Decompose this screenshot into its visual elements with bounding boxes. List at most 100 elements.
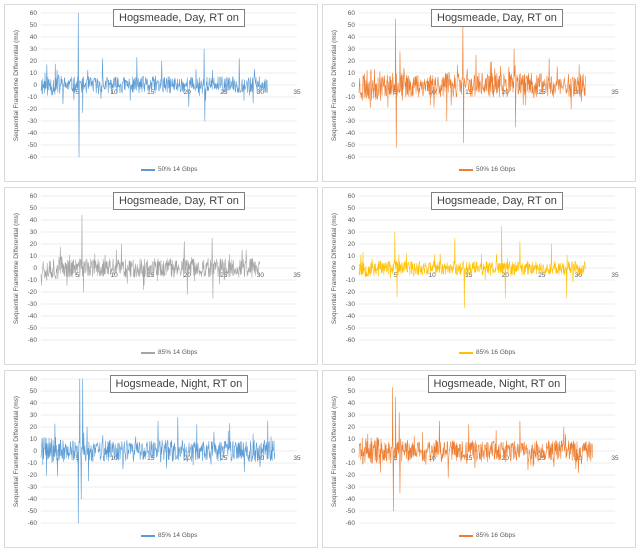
chart-panel: 60 50 40 30 20 10 0 -10 -20 -30 -40 -50 -60 5 10 15 20 25… (322, 4, 636, 182)
y-tick-label: 30 (348, 412, 356, 419)
x-tick-label: 30 (575, 89, 583, 96)
y-tick-label: 0 (33, 82, 37, 89)
chart-title: Hogsmeade, Day, RT on (113, 9, 245, 27)
chart-title: Hogsmeade, Night, RT on (109, 375, 249, 393)
series-line (358, 225, 586, 308)
x-tick-label: 25 (538, 455, 546, 462)
y-tick-label: 60 (30, 376, 38, 383)
y-tick-label: -50 (346, 142, 356, 149)
series-line (358, 18, 586, 148)
chart-legend: 85% 16 Gbps (459, 349, 515, 356)
chart-legend: 85% 14 Gbps (141, 349, 197, 356)
y-tick-label: 60 (348, 376, 356, 383)
y-tick-label: -30 (28, 301, 38, 308)
x-tick-label: 35 (611, 272, 619, 279)
chart-title: Hogsmeade, Day, RT on (431, 192, 563, 210)
y-axis-label: Sequential Frametime Differential (ms) (13, 212, 21, 324)
x-tick-label: 10 (429, 272, 437, 279)
y-tick-label: 10 (348, 253, 356, 260)
y-axis-label: Sequential Frametime Differential (ms) (13, 29, 21, 141)
x-tick-label: 35 (611, 455, 619, 462)
chart-legend: 50% 16 Gbps (459, 166, 515, 173)
legend-swatch (141, 534, 155, 537)
x-tick-label: 10 (111, 455, 119, 462)
legend-swatch (459, 534, 473, 537)
x-tick-label: 15 (147, 89, 155, 96)
y-tick-label: 20 (348, 424, 356, 431)
legend-label: 50% 16 Gbps (476, 166, 516, 173)
x-tick-label: 35 (293, 455, 301, 462)
y-tick-label: -20 (28, 289, 38, 296)
legend-label: 50% 14 Gbps (158, 166, 198, 173)
y-tick-label: -30 (346, 118, 356, 125)
y-tick-label: 50 (348, 22, 356, 29)
legend-swatch (459, 351, 473, 354)
x-tick-label: 10 (429, 455, 437, 462)
y-tick-label: 20 (30, 241, 38, 248)
y-tick-label: 10 (30, 253, 38, 260)
y-tick-label: 20 (30, 58, 38, 65)
x-tick-label: 5 (76, 89, 80, 96)
y-tick-label: -20 (346, 106, 356, 113)
y-tick-label: 10 (348, 70, 356, 77)
y-tick-label: -40 (28, 496, 38, 503)
x-tick-label: 35 (293, 89, 301, 96)
legend-label: 85% 14 Gbps (158, 349, 198, 356)
y-tick-label: -60 (346, 154, 356, 161)
y-tick-label: 50 (348, 205, 356, 212)
y-tick-label: -20 (28, 472, 38, 479)
series-line (40, 378, 275, 524)
legend-swatch (141, 351, 155, 354)
y-axis-label: Sequential Frametime Differential (ms) (13, 395, 21, 507)
chart-title: Hogsmeade, Day, RT on (113, 192, 245, 210)
y-tick-label: -20 (28, 106, 38, 113)
y-tick-label: 0 (351, 448, 355, 455)
y-tick-label: -30 (346, 484, 356, 491)
y-tick-label: 40 (348, 34, 356, 41)
x-tick-label: 15 (147, 455, 155, 462)
y-tick-label: 40 (30, 217, 38, 224)
x-tick-label: 5 (76, 272, 80, 279)
y-tick-label: 50 (30, 205, 38, 212)
y-tick-label: 20 (348, 241, 356, 248)
x-tick-label: 30 (257, 272, 265, 279)
y-tick-label: -10 (346, 277, 356, 284)
y-tick-label: 0 (351, 82, 355, 89)
y-tick-label: -40 (346, 496, 356, 503)
x-tick-label: 30 (257, 89, 265, 96)
y-tick-label: 50 (30, 388, 38, 395)
legend-label: 85% 16 Gbps (476, 532, 516, 539)
y-tick-label: 40 (30, 400, 38, 407)
y-tick-label: 10 (348, 436, 356, 443)
y-tick-label: 40 (348, 217, 356, 224)
y-tick-label: -60 (28, 154, 38, 161)
y-tick-label: -20 (346, 472, 356, 479)
chart-panel: 60 50 40 30 20 10 0 -10 -20 -30 -40 -50 -60 5 10 15 20 25… (4, 4, 318, 182)
y-tick-label: 40 (348, 400, 356, 407)
y-tick-label: -60 (346, 337, 356, 344)
y-tick-label: 0 (33, 265, 37, 272)
x-tick-label: 15 (465, 89, 473, 96)
x-tick-label: 25 (220, 455, 228, 462)
x-tick-label: 10 (111, 89, 119, 96)
y-tick-label: -40 (28, 313, 38, 320)
y-tick-label: 60 (348, 193, 356, 200)
y-tick-label: -50 (346, 508, 356, 515)
x-tick-label: 5 (394, 272, 398, 279)
y-tick-label: 10 (30, 436, 38, 443)
y-tick-label: 50 (348, 388, 356, 395)
series-line (40, 12, 268, 158)
y-tick-label: 0 (351, 265, 355, 272)
y-tick-label: 30 (30, 229, 38, 236)
y-tick-label: 60 (30, 10, 38, 17)
y-tick-label: -10 (28, 94, 38, 101)
chart-legend: 85% 16 Gbps (459, 532, 515, 539)
y-tick-label: -10 (28, 460, 38, 467)
legend-swatch (141, 168, 155, 171)
y-tick-label: -30 (346, 301, 356, 308)
x-tick-label: 15 (465, 272, 473, 279)
y-tick-label: 30 (348, 229, 356, 236)
